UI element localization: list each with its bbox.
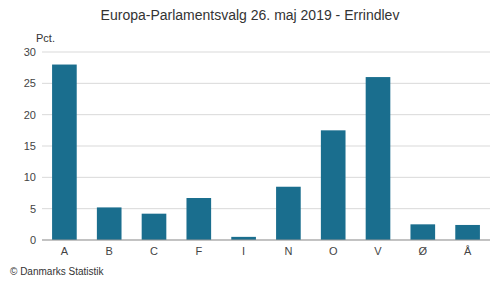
chart-svg: Europa-Parlamentsvalg 26. maj 2019 - Err…	[0, 0, 500, 282]
x-tick-label: B	[106, 245, 113, 257]
bar	[276, 187, 301, 240]
grid-line	[42, 177, 490, 178]
y-tick-label: 30	[24, 46, 36, 58]
grid-line	[42, 83, 490, 84]
bar	[410, 224, 435, 240]
title: Europa-Parlamentsvalg 26. maj 2019 - Err…	[101, 7, 400, 23]
grid-line	[42, 52, 490, 53]
chart-container: Europa-Parlamentsvalg 26. maj 2019 - Err…	[0, 0, 500, 282]
bar	[321, 130, 346, 240]
grid-line	[42, 240, 490, 241]
y-tick-label: 5	[30, 203, 36, 215]
x-axis-line	[42, 240, 490, 241]
x-tick-label: F	[195, 245, 202, 257]
y-axis-label: Pct.	[36, 32, 55, 44]
grid-line	[42, 146, 490, 147]
bar	[455, 225, 480, 240]
bars	[52, 65, 480, 240]
x-tick-label: N	[284, 245, 292, 257]
grid-line	[42, 114, 490, 115]
x-tick-label: Ø	[419, 245, 428, 257]
bar	[186, 198, 211, 240]
grid	[42, 52, 490, 240]
y-tick-label: 15	[24, 140, 36, 152]
x-tick-label: A	[61, 245, 69, 257]
x-tick-label: I	[242, 245, 245, 257]
bar	[366, 77, 391, 240]
y-tick-label: 20	[24, 109, 36, 121]
bar	[142, 214, 167, 240]
x-tick-label: Å	[464, 245, 472, 257]
x-tick-label: C	[150, 245, 158, 257]
x-tick-label: O	[329, 245, 338, 257]
y-tick-label: 10	[24, 171, 36, 183]
y-tick-label: 0	[30, 234, 36, 246]
x-tick-label: V	[374, 245, 382, 257]
bar	[97, 207, 122, 240]
footer: © Danmarks Statistik	[10, 266, 105, 277]
bar	[52, 65, 77, 240]
y-tick-label: 25	[24, 77, 36, 89]
